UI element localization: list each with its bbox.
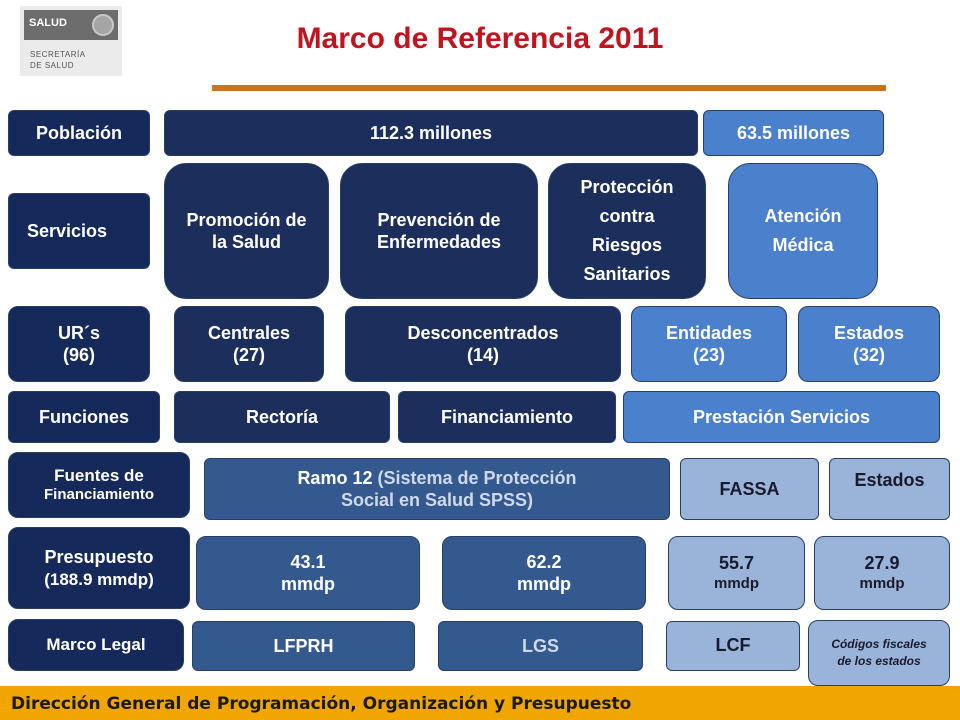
presupuesto-label-line1: Presupuesto [44, 547, 154, 568]
servicios-label: Servicios [8, 193, 150, 269]
presupuesto-fassa-value: 55.7 [718, 553, 755, 574]
service-proteccion: Protección contra Riesgos Sanitarios [548, 163, 706, 299]
presupuesto-estados-unit: mmdp [859, 574, 905, 592]
urs-label-line1: UR´s [57, 322, 100, 343]
fuente-fassa: FASSA [680, 458, 819, 520]
presupuesto-spss-unit: mmdp [517, 574, 571, 594]
title-underline [212, 85, 886, 91]
urs-label: UR´s (96) [8, 306, 150, 382]
ur-entidades-count: (23) [692, 345, 725, 365]
population-total-box: 112.3 millones [164, 110, 698, 156]
presupuesto-estados: 27.9 mmdp [814, 536, 950, 610]
footer-text: Dirección General de Programación, Organ… [11, 694, 632, 714]
page-title: Marco de Referencia 2011 [296, 22, 664, 55]
presupuesto-ramo12: 43.1 mmdp [196, 536, 420, 610]
logo: SALUD SECRETARÍA DE SALUD [20, 6, 122, 76]
legal-lgs: LGS [438, 621, 643, 671]
fuentes-label-line2: Financiamiento [43, 486, 155, 504]
ur-entidades: Entidades (23) [631, 306, 787, 382]
legal-codigos-fiscales: Códigos fiscales de los estados [808, 620, 950, 686]
ramo12-name: Ramo 12 [297, 467, 378, 488]
presupuesto-fassa: 55.7 mmdp [668, 536, 805, 610]
funcion-prestacion: Prestación Servicios [623, 391, 940, 443]
fuente-estados: Estados [829, 458, 950, 520]
legal-lfprh: LFPRH [192, 621, 415, 671]
ur-desconcentrados: Desconcentrados (14) [345, 306, 621, 382]
presupuesto-fassa-unit: mmdp [714, 574, 759, 592]
funciones-label: Funciones [8, 391, 160, 443]
service-prevencion: Prevención de Enfermedades [340, 163, 538, 299]
population-covered-box: 63.5 millones [703, 110, 884, 156]
fuentes-label-line1: Fuentes de [54, 466, 144, 485]
marco-legal-label: Marco Legal [8, 619, 184, 671]
ur-centrales-count: (27) [232, 345, 265, 365]
fuentes-label: Fuentes de Financiamiento [8, 452, 190, 518]
presupuesto-label-line2: (188.9 mmdp) [44, 569, 154, 589]
ramo12-line2: Social en Salud SPSS) [340, 490, 534, 510]
presupuesto-spss-value: 62.2 [526, 551, 562, 572]
presupuesto-ramo12-value: 43.1 [290, 551, 326, 572]
ramo12-line1: Ramo 12 (Sistema de Protección [297, 467, 576, 490]
ur-estados: Estados (32) [798, 306, 940, 382]
service-atencion: Atención Médica [728, 163, 878, 299]
footer-bar: Dirección General de Programación, Organ… [0, 686, 960, 720]
presupuesto-estados-value: 27.9 [864, 553, 900, 574]
ur-desconcentrados-name: Desconcentrados [407, 322, 559, 343]
funcion-financiamiento: Financiamiento [398, 391, 616, 443]
ramo12-desc: (Sistema de Protección [377, 467, 577, 488]
ur-centrales-name: Centrales [207, 322, 291, 343]
ur-entidades-name: Entidades [665, 322, 753, 343]
presupuesto-label: Presupuesto (188.9 mmdp) [8, 527, 190, 609]
ur-desconcentrados-count: (14) [466, 345, 499, 365]
eagle-emblem-icon [92, 14, 114, 36]
presupuesto-spss: 62.2 mmdp [442, 536, 646, 610]
urs-label-line2: (96) [62, 345, 95, 365]
poblacion-label: Población [8, 110, 150, 156]
logo-line1: SECRETARÍA [30, 50, 86, 59]
service-promocion: Promoción de la Salud [164, 163, 329, 299]
fuente-ramo12: Ramo 12 (Sistema de Protección Social en… [204, 458, 670, 520]
legal-lcf: LCF [666, 621, 800, 671]
funcion-rectoria: Rectoría [174, 391, 390, 443]
logo-brand: SALUD [29, 17, 67, 29]
ur-estados-count: (32) [852, 345, 885, 365]
ur-estados-name: Estados [833, 322, 905, 343]
ur-centrales: Centrales (27) [174, 306, 324, 382]
presupuesto-ramo12-unit: mmdp [281, 574, 335, 594]
logo-line2: DE SALUD [30, 61, 75, 70]
